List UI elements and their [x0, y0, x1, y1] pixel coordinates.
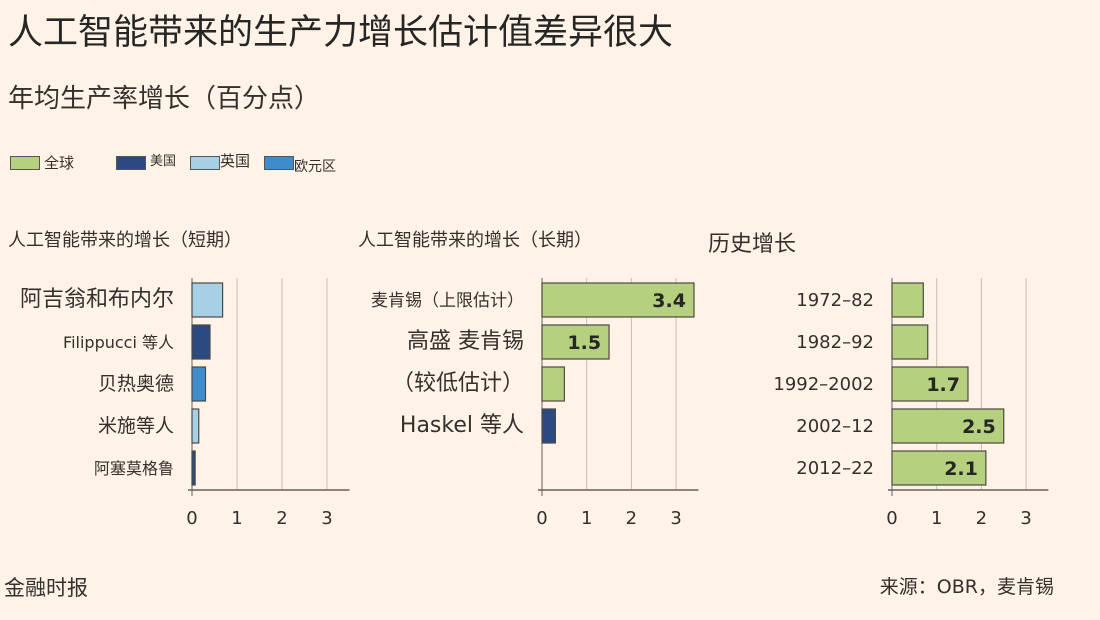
data-label: 1.5 [567, 332, 601, 354]
bar [891, 282, 924, 318]
bar [191, 282, 224, 318]
data-label: 3.4 [652, 290, 686, 312]
x-tick-label: 1 [581, 508, 592, 529]
category-label: 米施等人 [98, 415, 174, 437]
bar [891, 408, 1005, 444]
data-label: 2.5 [962, 416, 996, 438]
category-label: 麦肯锡（上限估计） [371, 291, 524, 311]
data-label: 2.1 [944, 458, 978, 480]
category-label: 高盛 麦肯锡 [407, 329, 524, 354]
category-label: 2002–12 [796, 416, 874, 437]
x-tick-label: 3 [321, 508, 332, 529]
bar [891, 450, 987, 486]
panel-title-long-term: 人工智能带来的增长（长期） [358, 230, 592, 251]
x-tick-label: 0 [536, 508, 547, 529]
x-tick-label: 1 [931, 508, 942, 529]
category-label: 贝热奥德 [98, 373, 174, 395]
category-label: （较低估计） [392, 371, 524, 396]
source-note: 来源：OBR，麦肯锡 [879, 576, 1054, 598]
category-label: 阿吉翁和布内尔 [20, 287, 174, 312]
x-tick-label: 1 [231, 508, 242, 529]
legend-swatch-eurozone [264, 156, 294, 170]
bar [891, 366, 969, 402]
legend-label-global: 全球 [44, 154, 75, 172]
category-label: 2012–22 [796, 458, 874, 479]
data-label: 1.7 [926, 374, 960, 396]
panel-title-short-term: 人工智能带来的增长（短期） [8, 230, 242, 251]
bar [891, 324, 929, 360]
x-tick-label: 2 [976, 508, 987, 529]
legend-swatch-us [116, 156, 146, 170]
x-tick-label: 3 [670, 508, 681, 529]
x-tick-label: 2 [626, 508, 637, 529]
category-label: 1982–92 [796, 332, 874, 353]
x-tick-label: 0 [886, 508, 897, 529]
bar [191, 366, 207, 402]
chart-panel-2: 0 1 2 3 1972–82 1982–92 1992–2002 1.7 2002–12 2.5… [773, 278, 1049, 529]
category-label: 阿塞莫格鲁 [94, 459, 174, 478]
bar [191, 450, 196, 486]
legend-label-uk: 英国 [220, 152, 251, 170]
legend-swatch-uk [190, 156, 220, 170]
category-label: Haskel 等人 [400, 413, 524, 438]
bar [191, 324, 211, 360]
legend-label-eurozone: 欧元区 [294, 159, 336, 175]
source-org: 金融时报 [4, 576, 88, 600]
category-label: 1972–82 [796, 290, 874, 311]
panel-title-historical: 历史增长 [708, 232, 797, 257]
bar [541, 324, 610, 360]
x-tick-label: 0 [186, 508, 197, 529]
chart-panel-1: 0 1 2 3 麦肯锡（上限估计） 3.4 高盛 麦肯锡 1.5 （较低估计） Haskel 等人 [371, 278, 699, 529]
bar [541, 282, 695, 318]
chart-title: 人工智能带来的生产力增长估计值差异很大 [8, 13, 674, 53]
chart-subtitle: 年均生产率增长（百分点） [8, 84, 321, 114]
bar [541, 408, 557, 444]
legend-label-us: 美国 [150, 154, 177, 169]
bar [191, 408, 200, 444]
legend-swatch-global [10, 156, 40, 170]
bar [541, 366, 565, 402]
category-label: 1992–2002 [773, 374, 874, 395]
x-tick-label: 3 [1020, 508, 1031, 529]
category-label: Filippucci 等人 [63, 333, 174, 352]
x-tick-label: 2 [276, 508, 287, 529]
